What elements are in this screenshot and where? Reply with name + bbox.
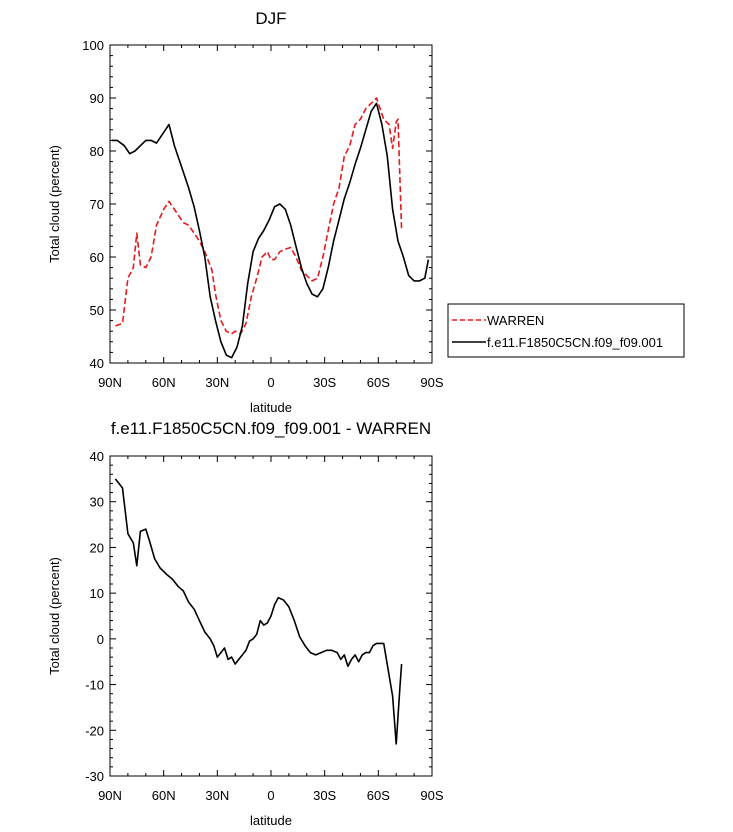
y-tick-label: -20 xyxy=(85,723,104,738)
y-tick-label: 100 xyxy=(82,38,104,53)
x-tick-label: 30N xyxy=(205,375,229,390)
top-y-ticks: 40 50 60 70 80 90 100 xyxy=(82,38,432,371)
top-y-axis-label: Total cloud (percent) xyxy=(47,145,62,263)
y-tick-label: 90 xyxy=(90,91,104,106)
legend-box xyxy=(447,303,685,358)
legend-label-warren: WARREN xyxy=(487,313,544,328)
top-x-ticks: 90N 60N 30N 0 30S 60S 90S xyxy=(98,45,444,390)
top-panel-title: DJF xyxy=(255,9,286,28)
y-tick-label: 40 xyxy=(90,356,104,371)
y-tick-label: 50 xyxy=(90,303,104,318)
series-line-0 xyxy=(115,97,403,335)
x-tick-label: 30S xyxy=(313,788,336,803)
bottom-panel-title: f.e11.F1850C5CN.f09_f09.001 - WARREN xyxy=(111,419,431,438)
y-tick-label: 10 xyxy=(90,586,104,601)
y-tick-label: 30 xyxy=(90,495,104,510)
y-tick-label: 40 xyxy=(90,449,104,464)
bottom-series-group xyxy=(114,478,403,745)
x-tick-label: 60N xyxy=(152,788,176,803)
y-tick-label: -10 xyxy=(85,678,104,693)
x-tick-label: 90N xyxy=(98,788,122,803)
legend: WARREN f.e11.F1850C5CN.f09_f09.001 xyxy=(447,303,685,358)
y-tick-label: 60 xyxy=(90,250,104,265)
bottom-x-axis-label: latitude xyxy=(250,813,292,828)
x-tick-label: 30N xyxy=(205,788,229,803)
bottom-plot-frame xyxy=(109,455,433,777)
x-tick-label: 90S xyxy=(420,375,443,390)
x-tick-label: 60S xyxy=(367,788,390,803)
bottom-x-ticks: 90N 60N 30N 0 30S 60S 90S xyxy=(98,456,444,803)
top-series-group xyxy=(111,97,430,359)
x-tick-label: 90N xyxy=(98,375,122,390)
x-tick-label: 90S xyxy=(420,788,443,803)
top-x-axis-label: latitude xyxy=(250,400,292,415)
bottom-y-axis-label: Total cloud (percent) xyxy=(47,557,62,675)
x-tick-label: 0 xyxy=(267,375,274,390)
y-tick-label: 0 xyxy=(97,632,104,647)
series-line-0 xyxy=(114,478,403,745)
x-tick-label: 30S xyxy=(313,375,336,390)
legend-label-model: f.e11.F1850C5CN.f09_f09.001 xyxy=(487,335,663,350)
x-tick-label: 0 xyxy=(267,788,274,803)
bottom-panel-difference: f.e11.F1850C5CN.f09_f09.001 - WARREN -30… xyxy=(47,419,444,828)
top-plot-frame xyxy=(109,44,433,364)
x-tick-label: 60S xyxy=(367,375,390,390)
series-line-1 xyxy=(111,102,430,359)
y-tick-label: 70 xyxy=(90,197,104,212)
bottom-y-ticks: -30 -20 -10 0 10 20 30 40 xyxy=(85,449,432,784)
y-tick-label: 20 xyxy=(90,540,104,555)
y-tick-label: 80 xyxy=(90,144,104,159)
y-tick-label: -30 xyxy=(85,769,104,784)
x-tick-label: 60N xyxy=(152,375,176,390)
